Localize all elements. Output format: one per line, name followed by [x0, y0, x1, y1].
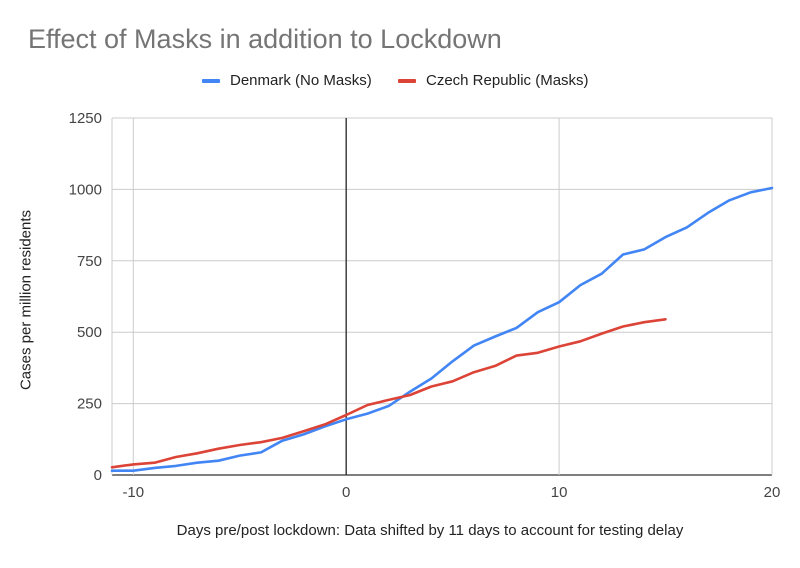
x-tick-label: -10 — [122, 484, 144, 501]
czech-series-line — [110, 317, 667, 469]
x-axis-label: Days pre/post lockdown: Data shifted by … — [176, 522, 684, 539]
series-lines — [110, 186, 774, 473]
legend-item-denmark: Denmark (No Masks) — [202, 72, 372, 89]
y-tick-label: 0 — [94, 467, 102, 484]
chart-title: Effect of Masks in addition to Lockdown — [28, 24, 502, 54]
legend-item-czech: Czech Republic (Masks) — [398, 72, 589, 89]
legend-label-denmark: Denmark (No Masks) — [230, 72, 372, 89]
legend-swatch-denmark — [202, 78, 220, 83]
legend-swatch-czech — [398, 78, 416, 83]
y-tick-label: 1250 — [69, 110, 102, 127]
grid-lines — [111, 117, 773, 476]
y-tick-label: 500 — [77, 324, 102, 341]
legend: Denmark (No Masks) Czech Republic (Masks… — [0, 72, 800, 92]
x-tick-label: 20 — [764, 484, 781, 501]
tick-labels: 0 250 500 750 1000 1250 -10 0 10 20 — [69, 110, 781, 501]
y-tick-label: 250 — [77, 396, 102, 413]
y-tick-label: 750 — [77, 253, 102, 270]
x-tick-label: 10 — [551, 484, 568, 501]
x-tick-label: 0 — [342, 484, 350, 501]
legend-label-czech: Czech Republic (Masks) — [426, 72, 589, 89]
y-tick-label: 1000 — [69, 181, 102, 198]
denmark-series-line — [110, 186, 774, 473]
